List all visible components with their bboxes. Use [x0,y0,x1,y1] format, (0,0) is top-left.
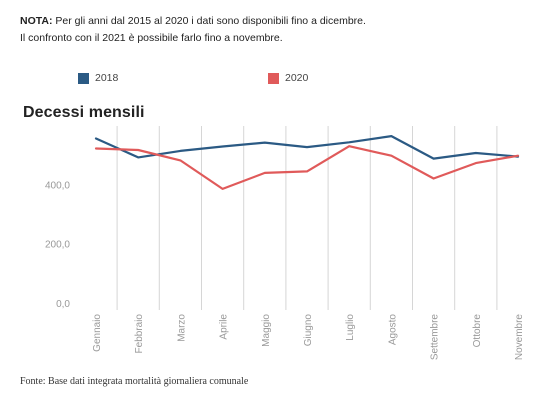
y-tick-label: 400,0 [45,180,70,191]
legend-swatch-2020 [268,72,279,84]
x-tick-label: Marzo [176,314,187,342]
x-tick-label: Novembre [514,314,525,361]
series-line-2018 [94,135,520,160]
series-line-2020 [94,145,520,190]
x-tick-label: Giugno [303,314,314,347]
legend-item-2020[interactable]: 2020 [268,72,308,84]
chart-title: Decessi mensili [23,104,145,121]
y-tick-label: 200,0 [45,240,70,251]
x-tick-label: Aprile [219,314,230,340]
y-tick-label: 0,0 [56,299,70,310]
x-tick-label: Gennaio [92,314,103,352]
note-line-1: NOTA: Per gli anni dal 2015 al 2020 i da… [20,13,366,30]
x-tick-label: Maggio [261,314,272,347]
note-text-2: Il confronto con il 2021 è possibile far… [20,32,283,44]
x-tick-label: Ottobre [472,314,483,348]
note-label: NOTA: [20,15,53,27]
x-tick-label: Febbraio [134,314,145,354]
legend-label-2020: 2020 [285,72,309,84]
x-tick-label: Agosto [387,314,398,346]
note-text-1: Per gli anni dal 2015 al 2020 i dati son… [55,15,366,27]
legend-swatch-2018 [78,72,89,84]
x-tick-label: Luglio [345,314,356,341]
note: NOTA: Per gli anni dal 2015 al 2020 i da… [20,13,366,47]
x-tick-label: Settembre [430,314,441,361]
chart-legend: 2018 2020 [0,72,540,86]
legend-label-2018: 2018 [95,72,119,84]
legend-item-2018[interactable]: 2018 [78,72,118,84]
source-footer: Fonte: Base dati integrata mortalità gio… [20,376,249,387]
